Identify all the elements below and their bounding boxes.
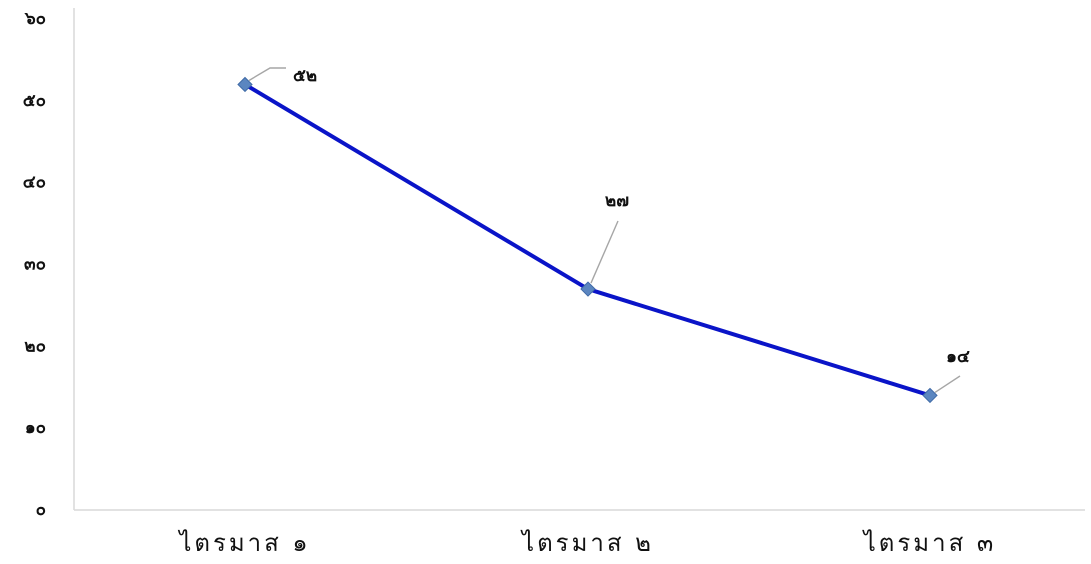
axes xyxy=(73,8,1085,511)
x-tick-label: ไตรมาส ๓ xyxy=(862,529,997,557)
data-point-marker xyxy=(922,387,938,404)
data-point-marker xyxy=(237,76,253,93)
data-point-markers xyxy=(237,76,938,404)
data-label: ๕๒ xyxy=(293,66,317,86)
data-label-leader xyxy=(590,220,619,284)
y-tick-label: ๐ xyxy=(36,500,46,520)
y-tick-label: ๒๐ xyxy=(24,336,46,356)
x-tick-label: ไตรมาส ๑ xyxy=(177,529,310,557)
series-line xyxy=(243,82,931,398)
x-tick-label: ไตรมาส ๒ xyxy=(520,529,654,557)
data-label: ๒๗ xyxy=(605,191,629,211)
x-axis-ticks: ไตรมาส ๑ ไตรมาส ๒ ไตรมาส ๓ xyxy=(177,529,997,557)
y-tick-label: ๔๐ xyxy=(23,173,46,193)
data-label-leaders xyxy=(248,67,961,394)
data-label-leader xyxy=(248,67,286,82)
data-label: ๑๔ xyxy=(946,347,970,367)
data-label-leader xyxy=(934,375,961,394)
y-axis-ticks: ๐ ๑๐ ๒๐ ๓๐ ๔๐ ๕๐ ๖๐ xyxy=(23,9,46,520)
y-tick-label: ๑๐ xyxy=(25,418,46,438)
y-tick-label: ๖๐ xyxy=(24,9,46,29)
y-tick-label: ๓๐ xyxy=(24,255,46,275)
data-point-marker xyxy=(580,281,596,297)
series-line-group xyxy=(243,82,931,398)
y-tick-label: ๕๐ xyxy=(23,91,46,111)
